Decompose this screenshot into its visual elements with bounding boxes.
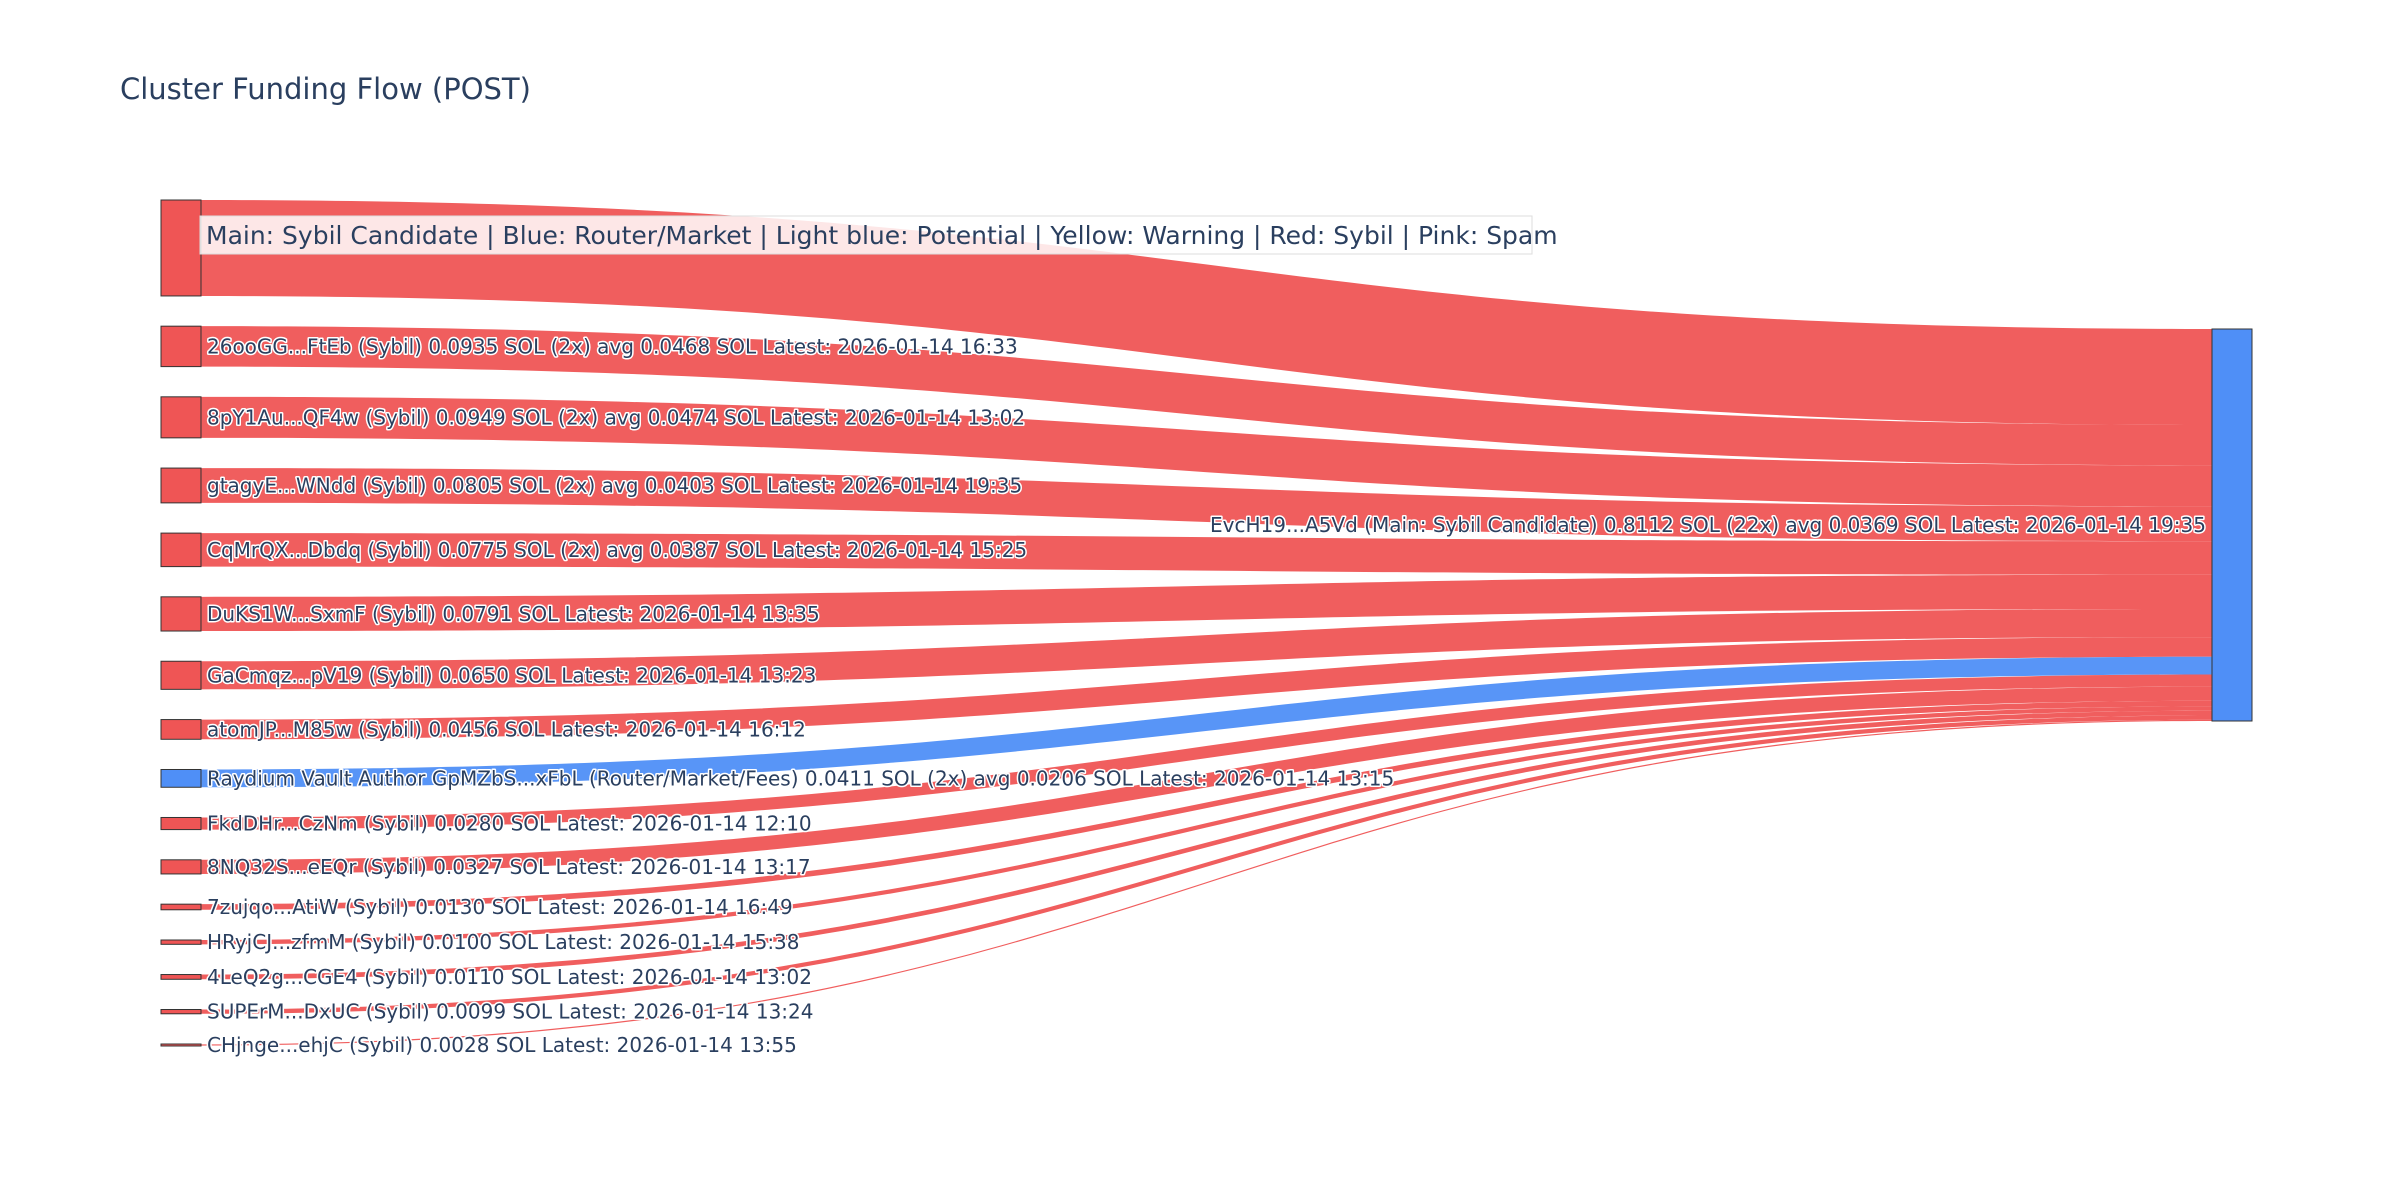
flow-link[interactable] — [201, 326, 2212, 466]
flow-link[interactable] — [201, 200, 2212, 425]
source-label: CHjnge...ehjC (Sybil) 0.0028 SOL Latest:… — [207, 1033, 797, 1057]
flow-link[interactable] — [201, 396, 2212, 507]
source-node[interactable] — [160, 816, 202, 831]
source-label: SUPErM...DxUC (Sybil) 0.0099 SOL Latest:… — [207, 1000, 813, 1024]
flow-link[interactable] — [201, 468, 2212, 542]
source-node[interactable] — [160, 939, 202, 945]
source-label: 7zujqo...AtiW (Sybil) 0.0130 SOL Latest:… — [207, 895, 793, 919]
flow-link[interactable] — [201, 574, 2212, 632]
source-label: gtagyE...WNdd (Sybil) 0.0805 SOL (2x) av… — [207, 473, 1022, 497]
flow-link[interactable] — [201, 637, 2212, 740]
flow-link[interactable] — [201, 686, 2212, 874]
flow-link[interactable] — [201, 656, 2212, 788]
sankey-nodes — [160, 199, 2253, 1047]
sankey-labels: 26ooGG...FtEb (Sybil) 0.0935 SOL (2x) av… — [206, 333, 2208, 1059]
source-node[interactable] — [160, 660, 202, 690]
source-label: 26ooGG...FtEb (Sybil) 0.0935 SOL (2x) av… — [207, 334, 1018, 358]
legend-note-group: Main: Sybil Candidate | Blue: Router/Mar… — [199, 215, 1558, 255]
source-label: 8NQ32S...eEQr (Sybil) 0.0327 SOL Latest:… — [207, 855, 811, 879]
source-label: FkdDHr...CzNm (Sybil) 0.0280 SOL Latest:… — [207, 812, 812, 836]
source-node[interactable] — [160, 719, 202, 740]
flow-link[interactable] — [201, 719, 2212, 1046]
source-node[interactable] — [160, 1043, 202, 1047]
flow-link[interactable] — [201, 706, 2212, 945]
flow-link[interactable] — [201, 533, 2212, 575]
source-node[interactable] — [160, 532, 202, 568]
flow-link[interactable] — [201, 700, 2212, 910]
source-node[interactable] — [160, 768, 202, 788]
source-node[interactable] — [160, 1009, 202, 1015]
legend-note-background — [199, 215, 1533, 255]
legend-note: Main: Sybil Candidate | Blue: Router/Mar… — [206, 221, 1558, 250]
flow-link[interactable] — [201, 674, 2212, 830]
sankey-links — [201, 200, 2212, 1046]
source-node[interactable] — [160, 903, 202, 911]
source-label: 8pY1Au...QF4w (Sybil) 0.0949 SOL (2x) av… — [207, 405, 1025, 429]
source-label: CqMrQX...Dbdq (Sybil) 0.0775 SOL (2x) av… — [207, 538, 1027, 562]
flow-link[interactable] — [201, 715, 2212, 1014]
source-node[interactable] — [160, 467, 202, 504]
source-label: DuKS1W...SxmF (Sybil) 0.0791 SOL Latest:… — [207, 602, 820, 626]
source-node[interactable] — [160, 859, 202, 875]
source-label: Raydium Vault Author GpMZbS...xFbL (Rout… — [207, 766, 1394, 790]
source-label: GaCmqz...pV19 (Sybil) 0.0650 SOL Latest:… — [207, 663, 816, 687]
chart-title: Cluster Funding Flow (POST) — [120, 72, 531, 106]
source-label: HRyjCJ...zfmM (Sybil) 0.0100 SOL Latest:… — [207, 930, 800, 954]
source-node[interactable] — [160, 596, 202, 632]
flow-link[interactable] — [201, 710, 2212, 980]
target-node[interactable] — [2211, 328, 2253, 722]
flow-link[interactable] — [201, 608, 2212, 690]
target-label: EvcH19...A5Vd (Main: Sybil Candidate) 0.… — [1210, 513, 2206, 537]
source-node[interactable] — [160, 199, 202, 297]
source-node[interactable] — [160, 396, 202, 439]
source-label: atomJP...M85w (Sybil) 0.0456 SOL Latest:… — [207, 717, 806, 741]
source-label: 4LeQ2g...CGE4 (Sybil) 0.0110 SOL Latest:… — [207, 965, 812, 989]
source-node[interactable] — [160, 974, 202, 980]
source-node[interactable] — [160, 325, 202, 368]
